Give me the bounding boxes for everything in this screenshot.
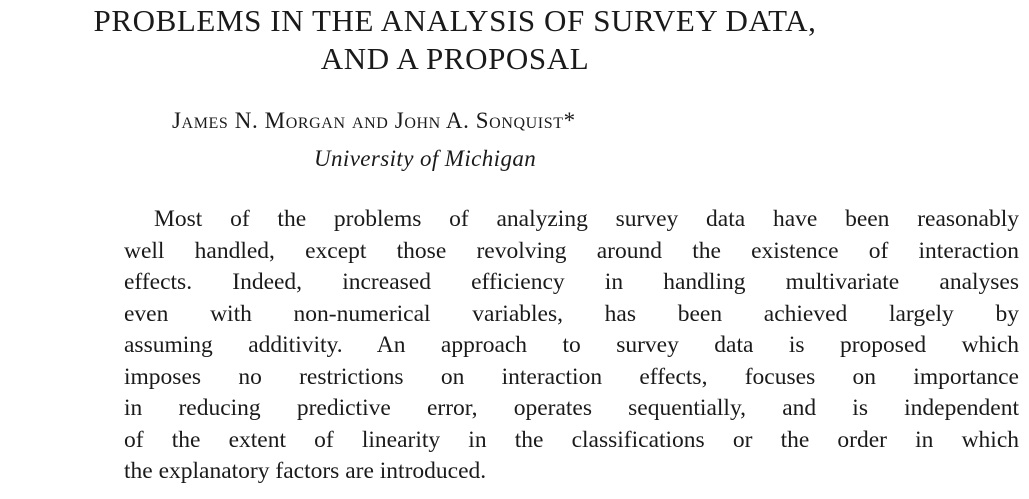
title-line-2: AND A PROPOSAL [320, 41, 590, 76]
abstract-line: even with non-numerical variables, has b… [124, 300, 1019, 327]
abstract-line: the explanatory factors are introduced. [124, 458, 487, 484]
abstract-line: assuming additivity. An approach to surv… [124, 332, 1019, 358]
title-line-1: PROBLEMS IN THE ANALYSIS OF SURVEY DATA, [93, 3, 817, 38]
abstract-line: well handled, except those revolving aro… [124, 237, 1019, 264]
abstract-line: effects. Indeed, increased efficiency in… [124, 269, 1019, 295]
abstract-line: Most of the problems of analyzing survey… [154, 206, 1019, 232]
abstract-line: in reducing predictive error, operates s… [124, 395, 1019, 421]
paper-title: PROBLEMS IN THE ANALYSIS OF SURVEY DATA,… [0, 2, 910, 78]
abstract-line: imposes no restrictions on interaction e… [124, 363, 1019, 390]
abstract-line: of the extent of linearity in the classi… [124, 426, 1019, 453]
author-line: James N. Morgan and John A. Sonquist* [172, 108, 576, 133]
affiliation: University of Michigan [314, 146, 537, 171]
abstract: Most of the problems of analyzing survey… [124, 204, 1019, 488]
